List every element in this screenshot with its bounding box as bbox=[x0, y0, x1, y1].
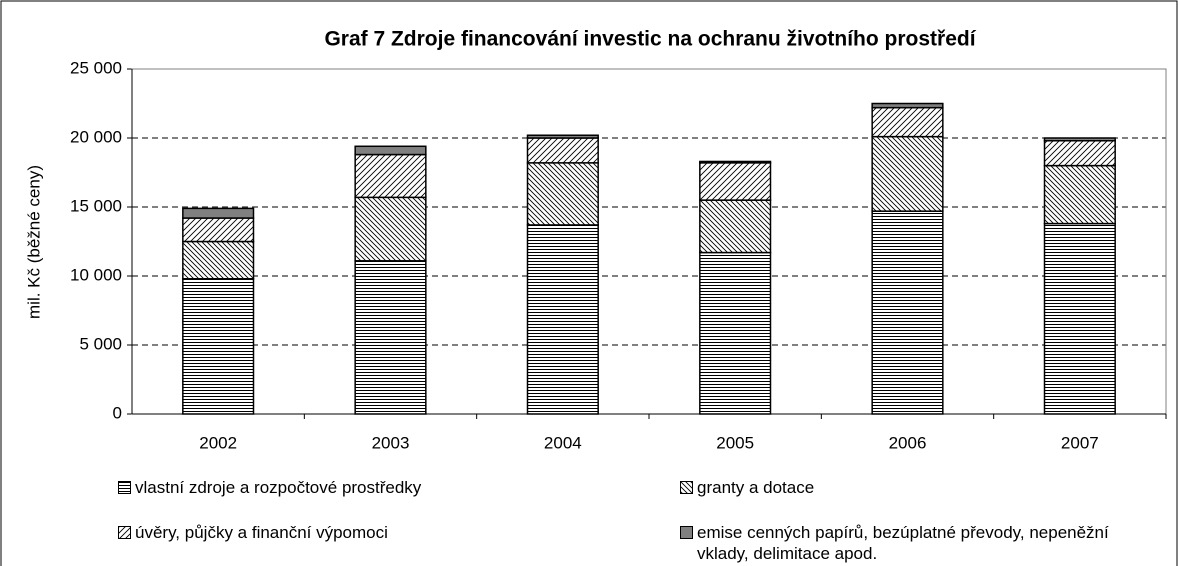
bar-segment bbox=[699, 251, 772, 415]
legend-swatch bbox=[680, 526, 693, 539]
x-tick-label: 2004 bbox=[544, 433, 582, 452]
bar-segment bbox=[699, 162, 772, 201]
legend-label: úvěry, půjčky a finanční výpomoci bbox=[135, 523, 388, 542]
bar-segment bbox=[526, 162, 599, 226]
bar-segment bbox=[526, 137, 599, 164]
y-tick-label: 25 000 bbox=[70, 58, 122, 77]
bar-segment bbox=[182, 217, 255, 243]
bar-segment bbox=[699, 160, 772, 164]
legend-item: granty a dotace bbox=[680, 477, 1160, 498]
bar-segment bbox=[354, 145, 427, 156]
bar-segment bbox=[354, 260, 427, 415]
bar-segment bbox=[182, 278, 255, 415]
bar-segment bbox=[1043, 137, 1116, 142]
x-tick-label: 2007 bbox=[1061, 433, 1099, 452]
bar-segment bbox=[182, 207, 255, 219]
bar-segment bbox=[699, 199, 772, 254]
bar-segment bbox=[354, 153, 427, 199]
bar-segment bbox=[871, 102, 944, 109]
legend-swatch bbox=[118, 481, 131, 494]
y-axis-label: mil. Kč (běžné ceny) bbox=[24, 165, 43, 319]
x-tick-label: 2002 bbox=[199, 433, 237, 452]
y-tick-label: 0 bbox=[113, 403, 122, 422]
y-tick-label: 20 000 bbox=[70, 127, 122, 146]
y-tick-label: 10 000 bbox=[70, 265, 122, 284]
bar-segment bbox=[354, 196, 427, 262]
y-tick-label: 5 000 bbox=[79, 334, 122, 353]
bar-segment bbox=[871, 135, 944, 212]
x-tick-label: 2003 bbox=[372, 433, 410, 452]
legend-swatch bbox=[118, 526, 131, 539]
plot-border bbox=[131, 68, 1167, 415]
bar-segment bbox=[871, 106, 944, 138]
legend-item: vlastní zdroje a rozpočtové prostředky bbox=[118, 477, 598, 498]
legend-item: úvěry, půjčky a finanční výpomoci bbox=[118, 522, 598, 543]
bar-segment bbox=[526, 134, 599, 139]
legend-label: emise cenných papírů, bezúplatné převody… bbox=[697, 523, 1109, 563]
bar-segment bbox=[1043, 164, 1116, 225]
bar-segment bbox=[1043, 140, 1116, 167]
x-tick-label: 2006 bbox=[889, 433, 927, 452]
bar-segment bbox=[1043, 222, 1116, 415]
y-tick-label: 15 000 bbox=[70, 196, 122, 215]
chart-title: Graf 7 Zdroje financování investic na oc… bbox=[324, 28, 976, 51]
bar-segment bbox=[182, 240, 255, 280]
legend-label: vlastní zdroje a rozpočtové prostředky bbox=[135, 478, 422, 497]
legend-label: granty a dotace bbox=[697, 478, 815, 497]
bar-segment bbox=[526, 224, 599, 415]
bar-segment bbox=[871, 210, 944, 415]
legend-item: emise cenných papírů, bezúplatné převody… bbox=[680, 522, 1160, 564]
x-tick-label: 2005 bbox=[716, 433, 754, 452]
legend-swatch bbox=[680, 481, 693, 494]
